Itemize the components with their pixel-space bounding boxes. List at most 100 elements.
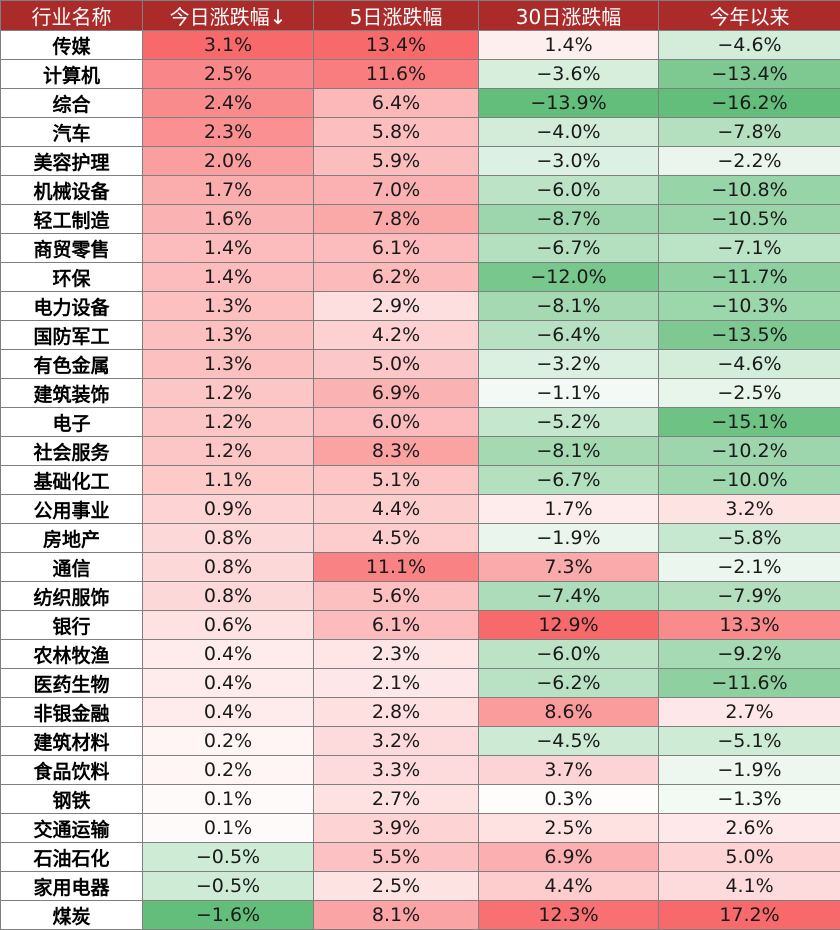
today-change-cell: 1.1% [143, 466, 314, 495]
change-5day-cell: 5.1% [314, 466, 479, 495]
today-change-cell: 1.4% [143, 263, 314, 292]
change-30day-cell: 4.4% [479, 872, 659, 901]
change-ytd-cell: 2.6% [659, 814, 840, 843]
change-30day-cell: −4.5% [479, 727, 659, 756]
header-ytd-change: 今年以来 [659, 1, 840, 31]
industry-name-cell: 综合 [1, 89, 143, 118]
change-30day-cell: −6.7% [479, 234, 659, 263]
change-5day-cell: 6.4% [314, 89, 479, 118]
change-ytd-cell: −16.2% [659, 89, 840, 118]
change-5day-cell: 6.1% [314, 234, 479, 263]
change-ytd-cell: −11.7% [659, 263, 840, 292]
change-ytd-cell: 17.2% [659, 901, 840, 930]
change-30day-cell: −8.1% [479, 292, 659, 321]
change-5day-cell: 4.2% [314, 321, 479, 350]
change-ytd-cell: −10.3% [659, 292, 840, 321]
change-30day-cell: −6.0% [479, 176, 659, 205]
today-change-cell: 1.3% [143, 321, 314, 350]
change-5day-cell: 2.9% [314, 292, 479, 321]
industry-name-cell: 电子 [1, 408, 143, 437]
change-ytd-cell: −10.8% [659, 176, 840, 205]
change-5day-cell: 2.5% [314, 872, 479, 901]
change-5day-cell: 4.4% [314, 495, 479, 524]
industry-name-cell: 公用事业 [1, 495, 143, 524]
industry-name-cell: 计算机 [1, 60, 143, 89]
change-5day-cell: 2.1% [314, 669, 479, 698]
industry-name-cell: 食品饮料 [1, 756, 143, 785]
industry-name-cell: 建筑装饰 [1, 379, 143, 408]
change-5day-cell: 8.1% [314, 901, 479, 930]
change-ytd-cell: −7.1% [659, 234, 840, 263]
change-5day-cell: 5.8% [314, 118, 479, 147]
change-30day-cell: −3.0% [479, 147, 659, 176]
today-change-cell: −0.5% [143, 872, 314, 901]
today-change-cell: 1.4% [143, 234, 314, 263]
change-5day-cell: 5.5% [314, 843, 479, 872]
industry-name-cell: 非银金融 [1, 698, 143, 727]
change-ytd-cell: −1.3% [659, 785, 840, 814]
today-change-cell: 1.6% [143, 205, 314, 234]
today-change-cell: 0.8% [143, 582, 314, 611]
change-ytd-cell: −11.6% [659, 669, 840, 698]
industry-name-cell: 环保 [1, 263, 143, 292]
change-ytd-cell: 13.3% [659, 611, 840, 640]
change-30day-cell: −12.0% [479, 263, 659, 292]
table-row: 煤炭−1.6%8.1%12.3%17.2% [1, 901, 840, 930]
industry-name-cell: 美容护理 [1, 147, 143, 176]
change-ytd-cell: −1.9% [659, 756, 840, 785]
change-30day-cell: −7.4% [479, 582, 659, 611]
today-change-cell: 0.9% [143, 495, 314, 524]
change-30day-cell: −6.2% [479, 669, 659, 698]
change-ytd-cell: −4.6% [659, 31, 840, 60]
change-30day-cell: −1.1% [479, 379, 659, 408]
change-ytd-cell: −2.1% [659, 553, 840, 582]
change-5day-cell: 11.6% [314, 60, 479, 89]
industry-name-cell: 建筑材料 [1, 727, 143, 756]
today-change-cell: −1.6% [143, 901, 314, 930]
change-30day-cell: −6.0% [479, 640, 659, 669]
change-ytd-cell: −2.5% [659, 379, 840, 408]
today-change-cell: 0.1% [143, 814, 314, 843]
change-30day-cell: −6.7% [479, 466, 659, 495]
change-ytd-cell: −15.1% [659, 408, 840, 437]
today-change-cell: 0.2% [143, 727, 314, 756]
change-ytd-cell: −4.6% [659, 350, 840, 379]
industry-name-cell: 家用电器 [1, 872, 143, 901]
industry-name-cell: 有色金属 [1, 350, 143, 379]
change-30day-cell: 12.9% [479, 611, 659, 640]
today-change-cell: 2.5% [143, 60, 314, 89]
today-change-cell: 0.2% [143, 756, 314, 785]
today-change-cell: −0.5% [143, 843, 314, 872]
industry-name-cell: 商贸零售 [1, 234, 143, 263]
change-5day-cell: 5.9% [314, 147, 479, 176]
table-row: 家用电器−0.5%2.5%4.4%4.1% [1, 872, 840, 901]
today-change-cell: 2.0% [143, 147, 314, 176]
change-ytd-cell: −9.2% [659, 640, 840, 669]
change-30day-cell: 7.3% [479, 553, 659, 582]
change-5day-cell: 5.6% [314, 582, 479, 611]
industry-name-cell: 通信 [1, 553, 143, 582]
today-change-cell: 2.3% [143, 118, 314, 147]
today-change-cell: 0.4% [143, 669, 314, 698]
industry-name-cell: 基础化工 [1, 466, 143, 495]
change-5day-cell: 3.3% [314, 756, 479, 785]
industry-name-cell: 社会服务 [1, 437, 143, 466]
change-5day-cell: 5.0% [314, 350, 479, 379]
